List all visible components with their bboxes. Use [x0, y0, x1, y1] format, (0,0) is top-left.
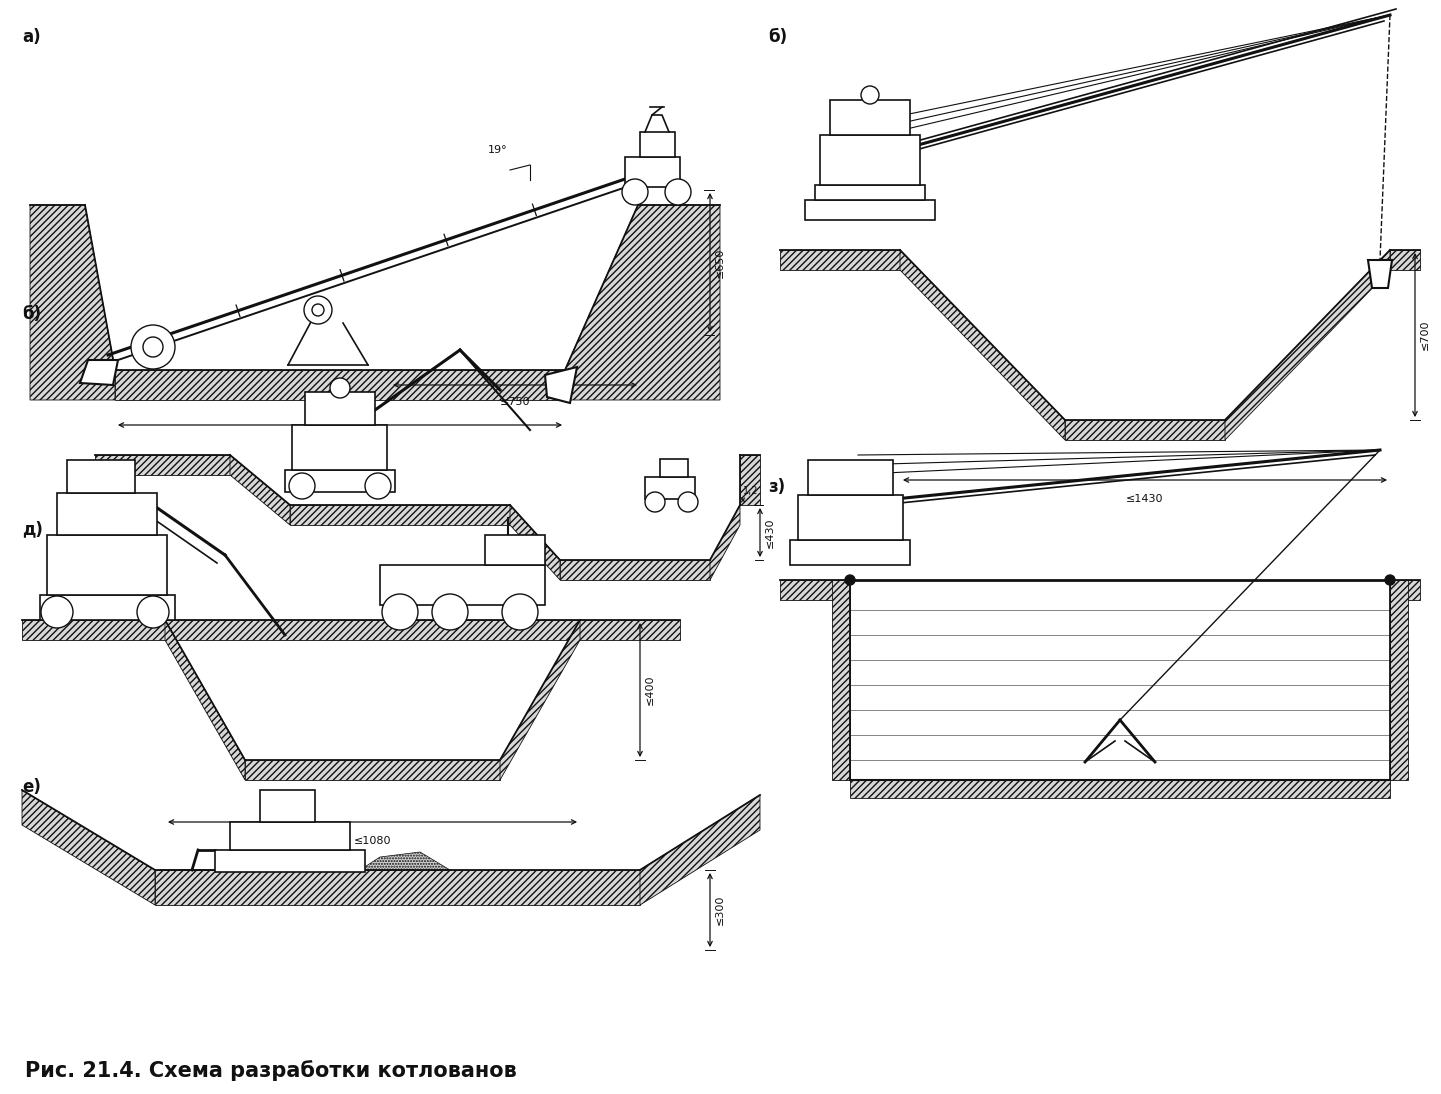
Polygon shape [741, 455, 759, 505]
Polygon shape [565, 205, 720, 400]
Polygon shape [545, 366, 576, 403]
Polygon shape [231, 455, 290, 525]
Polygon shape [245, 760, 500, 780]
Circle shape [501, 594, 537, 630]
Bar [790, 540, 911, 565]
Polygon shape [850, 780, 1391, 798]
Text: ≤700: ≤700 [1419, 319, 1429, 350]
Polygon shape [1391, 251, 1419, 270]
Circle shape [131, 325, 174, 369]
Polygon shape [500, 620, 579, 780]
Bar [808, 459, 893, 494]
Text: д): д) [22, 520, 43, 538]
Polygon shape [22, 620, 680, 640]
Polygon shape [1065, 420, 1225, 440]
Polygon shape [1368, 260, 1392, 288]
Bar [625, 158, 680, 187]
Circle shape [137, 596, 169, 628]
Text: ≤430: ≤430 [765, 517, 775, 548]
Circle shape [382, 594, 418, 630]
Circle shape [143, 337, 163, 357]
Circle shape [313, 304, 324, 316]
Bar [259, 790, 316, 822]
Circle shape [40, 596, 73, 628]
Text: 19°: 19° [488, 146, 507, 155]
Polygon shape [156, 870, 640, 905]
Text: ≤400: ≤400 [646, 675, 656, 706]
Text: ≤1430: ≤1430 [1127, 494, 1164, 504]
Bar [58, 493, 157, 535]
Polygon shape [780, 580, 850, 600]
Polygon shape [1391, 580, 1419, 600]
Bar [820, 135, 919, 185]
Bar [380, 565, 545, 605]
Polygon shape [901, 251, 1065, 440]
Polygon shape [831, 580, 850, 780]
Text: ≤1080: ≤1080 [353, 836, 392, 846]
Circle shape [646, 492, 664, 512]
Text: ≤750: ≤750 [324, 439, 356, 449]
Bar [48, 535, 167, 595]
Polygon shape [22, 790, 156, 905]
Bar [293, 424, 388, 470]
Polygon shape [780, 251, 901, 270]
Text: б): б) [768, 28, 787, 46]
Polygon shape [81, 360, 118, 385]
Polygon shape [1391, 580, 1408, 780]
Bar [660, 459, 687, 477]
Polygon shape [160, 852, 450, 870]
Text: б): б) [22, 305, 42, 323]
Circle shape [862, 86, 879, 104]
Polygon shape [561, 560, 710, 580]
Text: з): з) [768, 478, 785, 496]
Polygon shape [290, 505, 510, 525]
Bar [66, 459, 135, 493]
Polygon shape [510, 505, 561, 580]
Polygon shape [1225, 251, 1391, 440]
Bar [215, 850, 365, 872]
Bar [305, 392, 375, 424]
Circle shape [330, 379, 350, 398]
Bar [806, 200, 935, 220]
Circle shape [664, 179, 692, 205]
Circle shape [623, 179, 648, 205]
Bar [798, 494, 904, 540]
Text: е): е) [22, 778, 40, 796]
Circle shape [679, 492, 697, 512]
Text: ≤300: ≤300 [715, 895, 725, 926]
Bar [231, 822, 350, 850]
Circle shape [1385, 575, 1395, 585]
Polygon shape [166, 620, 245, 780]
Circle shape [304, 296, 331, 324]
Text: а): а) [22, 28, 40, 46]
Bar [816, 185, 925, 200]
Polygon shape [30, 205, 115, 400]
Circle shape [290, 473, 316, 499]
Text: Рис. 21.4. Схема разработки котлованов: Рис. 21.4. Схема разработки котлованов [24, 1060, 517, 1081]
Circle shape [432, 594, 468, 630]
Circle shape [365, 473, 391, 499]
Polygon shape [710, 505, 741, 580]
Polygon shape [640, 795, 759, 905]
Bar [640, 132, 674, 158]
Polygon shape [115, 370, 565, 400]
Bar [40, 595, 174, 620]
Text: 1,2: 1,2 [744, 486, 758, 496]
Text: ≤750: ≤750 [500, 397, 530, 407]
Bar [646, 477, 695, 499]
Polygon shape [95, 455, 231, 475]
Bar [830, 100, 911, 135]
Circle shape [844, 575, 855, 585]
Bar [486, 535, 545, 565]
Text: ≤650: ≤650 [715, 247, 725, 278]
Bar [285, 470, 395, 492]
